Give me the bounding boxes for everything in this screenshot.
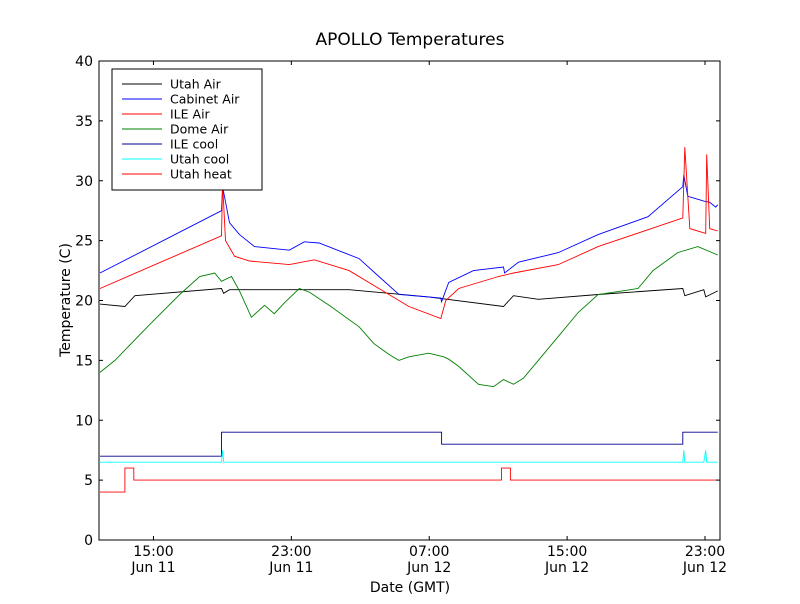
legend-label: Utah Air bbox=[170, 77, 222, 92]
y-tick-label: 5 bbox=[84, 473, 93, 489]
y-tick-label: 25 bbox=[75, 234, 93, 250]
legend-label: ILE Air bbox=[170, 107, 211, 122]
y-axis-label: Temperature (C) bbox=[58, 243, 74, 358]
series-line-dome-air bbox=[99, 246, 718, 388]
y-tick-label: 20 bbox=[75, 294, 93, 310]
legend-label: Cabinet Air bbox=[170, 92, 240, 107]
series-line-ile-cool bbox=[100, 431, 718, 457]
legend-label: ILE cool bbox=[170, 137, 218, 152]
x-tick-date: Jun 11 bbox=[130, 560, 175, 576]
x-tick-date: Jun 12 bbox=[682, 560, 727, 576]
series-line-utah-heat bbox=[100, 467, 718, 493]
series-line-utah-air bbox=[99, 288, 718, 307]
y-tick-label: 35 bbox=[75, 114, 93, 130]
series-lines bbox=[99, 147, 719, 493]
legend-label: Utah cool bbox=[170, 152, 229, 167]
x-axis-label: Date (GMT) bbox=[370, 580, 450, 596]
series-line-ile-air bbox=[99, 147, 718, 320]
x-tick-date: Jun 11 bbox=[268, 560, 313, 576]
y-tick-label: 15 bbox=[75, 353, 93, 369]
legend-label: Utah heat bbox=[170, 167, 232, 182]
y-tick-label: 30 bbox=[75, 174, 93, 190]
series-line-utah-cool bbox=[100, 450, 718, 463]
x-tick-time: 15:00 bbox=[547, 544, 587, 560]
x-tick-date: Jun 12 bbox=[406, 560, 451, 576]
y-tick-label: 10 bbox=[75, 413, 93, 429]
chart-title: APOLLO Temperatures bbox=[316, 30, 505, 50]
y-tick-label: 0 bbox=[84, 533, 93, 549]
series-line-cabinet-air bbox=[99, 174, 719, 304]
x-tick-date: Jun 12 bbox=[544, 560, 589, 576]
x-tick-time: 07:00 bbox=[409, 544, 449, 560]
x-tick-time: 23:00 bbox=[685, 544, 725, 560]
x-tick-time: 23:00 bbox=[271, 544, 311, 560]
x-tick-time: 15:00 bbox=[133, 544, 173, 560]
y-tick-label: 40 bbox=[75, 54, 93, 70]
legend-label: Dome Air bbox=[170, 122, 229, 137]
